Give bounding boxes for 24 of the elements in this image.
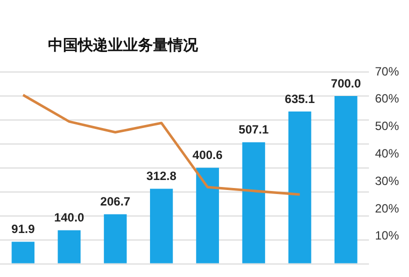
data-label: 206.7 xyxy=(100,194,131,209)
bar xyxy=(196,168,219,264)
bar xyxy=(58,230,81,264)
data-label: 700.0 xyxy=(330,76,362,90)
bar xyxy=(12,242,34,264)
bar xyxy=(242,142,266,264)
data-label: 140.0 xyxy=(54,210,85,225)
chart-title: 中国快递业业务量情况 xyxy=(48,36,199,54)
y2-tick-label: 10% xyxy=(374,228,400,243)
y2-tick-label: 40% xyxy=(374,146,400,161)
y2-tick-label: 70% xyxy=(374,64,400,78)
y2-tick-label: 30% xyxy=(374,174,400,188)
data-label: 635.1 xyxy=(284,92,316,106)
bar xyxy=(104,214,127,264)
data-label: 91.9 xyxy=(11,222,36,236)
bar xyxy=(334,96,358,264)
y2-tick-label: 50% xyxy=(374,119,400,134)
bar xyxy=(150,188,173,264)
y2-tick-label: 60% xyxy=(374,92,400,106)
y2-tick-label: 20% xyxy=(374,201,400,216)
data-label: 312.8 xyxy=(146,169,177,184)
bar xyxy=(288,112,312,264)
data-label: 400.6 xyxy=(192,148,223,162)
data-label: 507.1 xyxy=(238,122,270,137)
